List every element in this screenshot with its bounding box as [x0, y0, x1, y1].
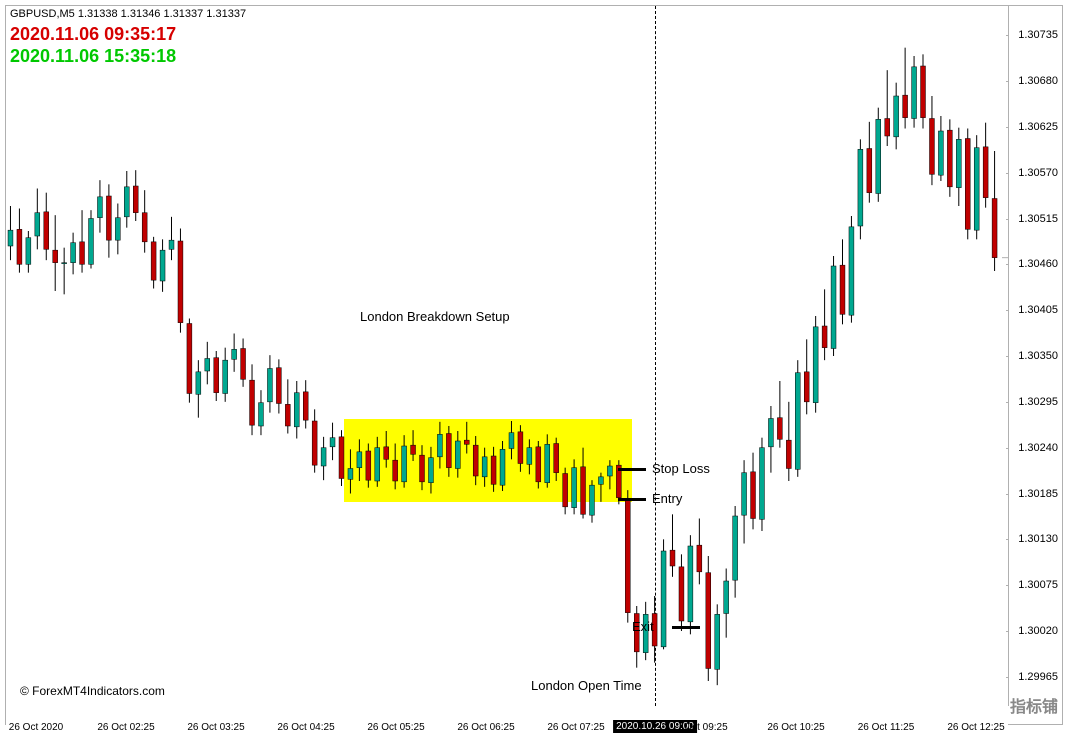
entry-marker [618, 498, 646, 501]
xtick-label: 26 Oct 2020 [9, 722, 63, 733]
exit-marker [672, 626, 700, 629]
ytick-label: 1.30350 [1018, 350, 1058, 362]
setup-label: London Breakdown Setup [360, 309, 510, 324]
ytick-label: 1.30515 [1018, 213, 1058, 225]
xtick-label: 26 Oct 07:25 [547, 722, 604, 733]
ytick-label: 1.30570 [1018, 167, 1058, 179]
time-axis: 26 Oct 2020 26 Oct 02:25 26 Oct 03:25 26 Oc… [6, 717, 1008, 735]
chart-plot-area[interactable]: GBPUSD,M5 1.31338 1.31346 1.31337 1.3133… [6, 6, 1008, 706]
xtick-label: Oct 09:25 [684, 722, 727, 733]
symbol-label: GBPUSD,M5 1.31338 1.31346 1.31337 1.3133… [10, 8, 246, 20]
ytick-label: 1.30240 [1018, 442, 1058, 454]
timestamp-local: 2020.11.06 15:35:18 [10, 46, 176, 67]
exit-label: Exit [632, 619, 654, 634]
stop-loss-label: Stop Loss [652, 461, 710, 476]
xtick-label: 26 Oct 05:25 [367, 722, 424, 733]
ytick-label: 1.30130 [1018, 533, 1058, 545]
ytick-label: 1.30020 [1018, 625, 1058, 637]
xtick-label: 26 Oct 11:25 [858, 722, 915, 733]
ytick-label: 1.29965 [1018, 671, 1058, 683]
ytick-label: 1.30680 [1018, 75, 1058, 87]
ytick-label: 1.30735 [1018, 29, 1058, 41]
xtick-label: 26 Oct 04:25 [277, 722, 334, 733]
xtick-label: 26 Oct 02:25 [97, 722, 154, 733]
price-axis: 1.30735 1.30680 1.30625 1.30570 1.30515 1.304… [1008, 6, 1062, 706]
xtick-label: 26 Oct 10:25 [767, 722, 824, 733]
xtick-label: 26 Oct 06:25 [457, 722, 514, 733]
ytick-label: 1.30295 [1018, 396, 1058, 408]
stop-loss-marker [618, 468, 646, 471]
timestamp-server: 2020.11.06 09:35:17 [10, 24, 176, 45]
entry-label: Entry [652, 491, 682, 506]
xtick-label: 26 Oct 03:25 [187, 722, 244, 733]
ytick-label: 1.30185 [1018, 488, 1058, 500]
ytick-label: 1.30460 [1018, 258, 1058, 270]
ytick-label: 1.30625 [1018, 121, 1058, 133]
xtick-label: 26 Oct 12:25 [947, 722, 1004, 733]
ytick-label: 1.30405 [1018, 304, 1058, 316]
candlestick-chart [6, 6, 1008, 706]
london-open-label: London Open Time [531, 678, 642, 693]
ytick-label: 1.30075 [1018, 579, 1058, 591]
corner-watermark: 指标铺 [1010, 693, 1058, 717]
watermark-label: © ForexMT4Indicators.com [20, 684, 165, 698]
